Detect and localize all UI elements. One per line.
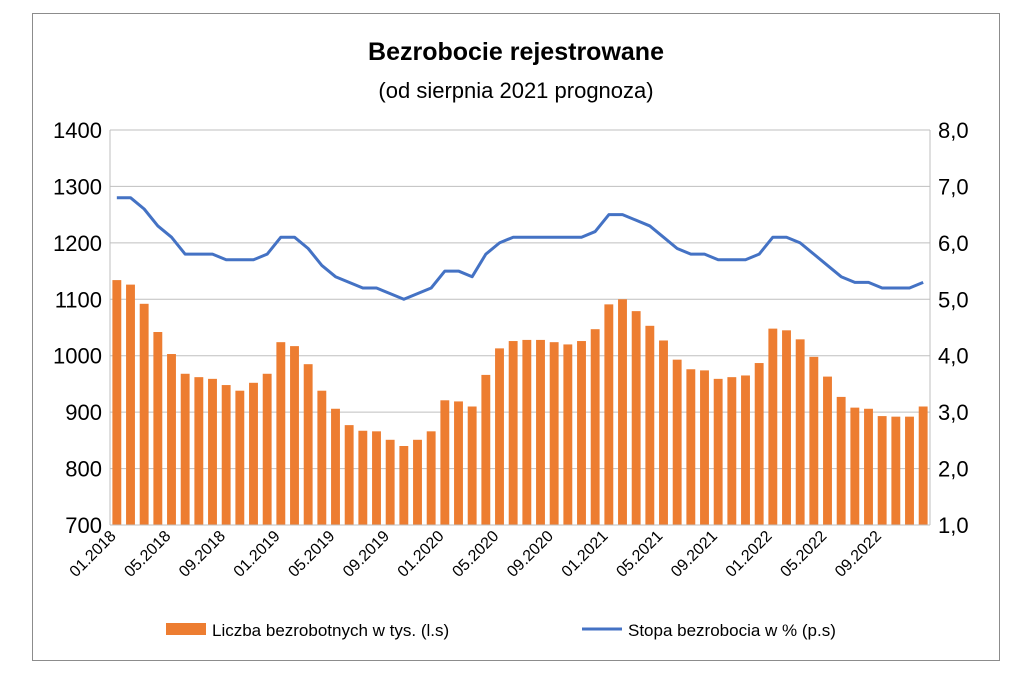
- bar-06.2021: [672, 359, 682, 525]
- bar-03.2019: [303, 364, 313, 525]
- bar-01.2022: [768, 328, 778, 525]
- bar-10.2019: [399, 446, 409, 525]
- bar-05.2019: [331, 408, 340, 525]
- bar-08.2022: [864, 408, 873, 525]
- y-right-tick-label: 7,0: [938, 174, 969, 199]
- y-right-tick-label: 1,0: [938, 513, 969, 538]
- bar-07.2018: [194, 377, 204, 525]
- bar-02.2020: [454, 401, 463, 525]
- y-right-tick-label: 3,0: [938, 400, 969, 425]
- bar-03.2018: [139, 303, 149, 525]
- x-tick-label: 09.2019: [340, 528, 393, 581]
- bar-08.2020: [536, 339, 545, 525]
- bar-02.2019: [290, 346, 299, 525]
- bar-03.2021: [631, 311, 641, 525]
- bar-12.2022: [918, 406, 928, 525]
- bar-09.2018: [221, 385, 231, 525]
- x-tick-label: 01.2019: [231, 528, 284, 581]
- x-tick-label: 05.2018: [121, 528, 174, 581]
- bar-08.2021: [700, 370, 709, 525]
- bar-07.2019: [358, 430, 368, 525]
- bar-11.2021: [741, 375, 750, 525]
- bar-11.2019: [413, 439, 422, 525]
- bar-05.2020: [495, 348, 504, 525]
- bar-08.2018: [208, 378, 217, 525]
- bar-10.2020: [563, 344, 573, 525]
- chart-title: Bezrobocie rejestrowane: [368, 38, 664, 66]
- bar-10.2018: [235, 390, 245, 525]
- y-left-tick-label: 1000: [53, 344, 102, 369]
- y-left-tick-label: 1400: [53, 118, 102, 143]
- bar-01.2019: [276, 342, 286, 525]
- x-tick-label: 05.2022: [777, 528, 830, 581]
- x-tick-label: 05.2019: [285, 528, 338, 581]
- y-left-tick-label: 1200: [53, 231, 102, 256]
- bar-11.2020: [577, 341, 586, 525]
- bar-01.2021: [604, 304, 614, 525]
- bar-04.2019: [317, 390, 327, 525]
- y-right-tick-label: 6,0: [938, 231, 969, 256]
- bar-09.2021: [713, 378, 723, 525]
- bar-06.2020: [508, 341, 518, 525]
- bar-05.2021: [659, 340, 668, 525]
- bar-04.2022: [809, 356, 819, 525]
- bar-11.2022: [905, 416, 914, 525]
- bar-08.2019: [372, 431, 381, 525]
- bar-09.2022: [877, 416, 887, 525]
- bar-12.2019: [426, 431, 436, 525]
- bar-07.2020: [522, 339, 532, 525]
- y-left-tick-label: 1300: [53, 174, 102, 199]
- y-left-tick-label: 800: [65, 457, 102, 482]
- bar-11.2018: [249, 382, 258, 525]
- x-tick-label: 05.2020: [449, 528, 502, 581]
- x-tick-label: 01.2022: [723, 528, 776, 581]
- legend-swatch-bar: [166, 623, 206, 635]
- y-left-tick-label: 900: [65, 400, 102, 425]
- x-tick-label: 09.2018: [176, 528, 229, 581]
- bar-06.2019: [344, 425, 354, 525]
- bar-06.2018: [180, 373, 190, 525]
- bar-09.2020: [549, 342, 559, 525]
- legend-label-line: Stopa bezrobocia w % (p.s): [628, 621, 836, 640]
- bar-06.2022: [836, 396, 846, 525]
- chart-subtitle: (od sierpnia 2021 prognoza): [378, 78, 653, 103]
- bar-04.2020: [481, 374, 491, 525]
- legend-label-bar: Liczba bezrobotnych w tys. (l.s): [212, 621, 449, 640]
- bar-07.2021: [686, 369, 696, 525]
- x-tick-label: 09.2020: [504, 528, 557, 581]
- bar-01.2020: [440, 400, 450, 525]
- y-right-tick-label: 2,0: [938, 457, 969, 482]
- bar-12.2020: [590, 329, 600, 525]
- bar-02.2022: [782, 330, 791, 525]
- bar-03.2022: [795, 339, 805, 525]
- chart-frame: [32, 13, 1000, 661]
- bar-10.2022: [891, 416, 901, 525]
- x-tick-label: 01.2021: [559, 528, 612, 581]
- bar-12.2021: [754, 363, 764, 525]
- y-left-tick-label: 700: [65, 513, 102, 538]
- bar-02.2021: [618, 299, 627, 525]
- x-tick-label: 09.2021: [668, 528, 721, 581]
- bar-05.2018: [167, 354, 176, 525]
- bar-10.2021: [727, 377, 737, 525]
- bar-04.2018: [153, 332, 163, 525]
- y-left-tick-label: 1100: [55, 287, 102, 312]
- bar-07.2022: [850, 407, 860, 525]
- bar-01.2018: [112, 280, 122, 525]
- bar-04.2021: [645, 325, 655, 525]
- bar-12.2018: [262, 373, 272, 525]
- bar-03.2020: [467, 406, 477, 525]
- x-tick-label: 01.2020: [395, 528, 448, 581]
- rate-line: [116, 196, 924, 301]
- x-tick-label: 05.2021: [613, 528, 666, 581]
- y-right-tick-label: 5,0: [938, 287, 969, 312]
- bar-02.2018: [126, 284, 135, 525]
- y-right-tick-label: 4,0: [938, 344, 969, 369]
- x-tick-label: 09.2022: [832, 528, 885, 581]
- bar-05.2022: [823, 376, 832, 525]
- y-right-tick-label: 8,0: [938, 118, 969, 143]
- bar-09.2019: [385, 439, 395, 525]
